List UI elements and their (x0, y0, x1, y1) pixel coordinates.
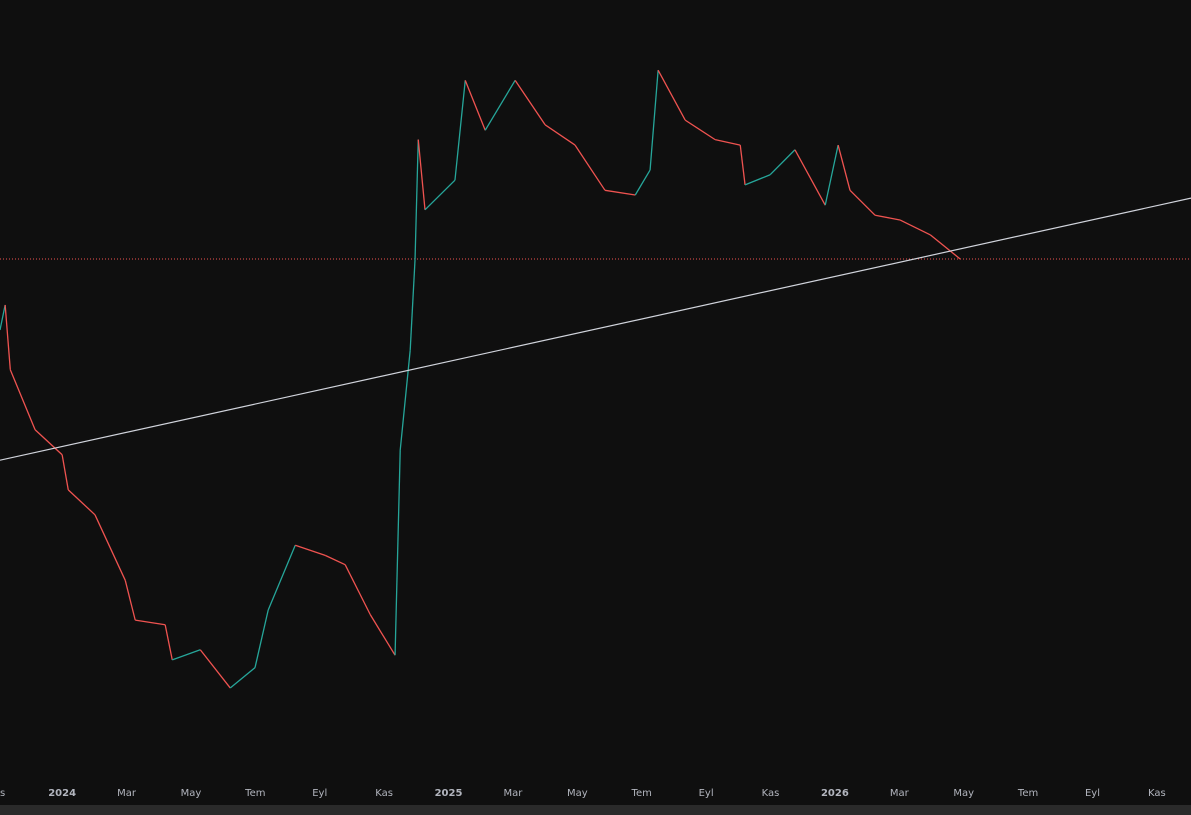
x-tick-label: Eyl (312, 788, 327, 799)
price-segment (4, 304, 11, 370)
price-segment (414, 139, 419, 260)
x-tick-label: Mar (503, 788, 523, 799)
price-segment (324, 554, 346, 566)
price-segment (714, 138, 741, 146)
price-segment (739, 145, 746, 185)
x-tick-label: 2026 (821, 788, 849, 799)
x-tick-label: Tem (1017, 788, 1038, 799)
price-segment (164, 624, 173, 661)
x-tick-label: Kas (1148, 788, 1166, 799)
trendline (0, 197, 1191, 461)
price-segment (94, 514, 126, 581)
price-segment (9, 369, 36, 431)
price-segment (267, 544, 296, 611)
price-segment (199, 649, 231, 689)
x-tick-label: Tem (244, 788, 265, 799)
price-segment (657, 69, 686, 121)
price-segment (824, 144, 839, 206)
price-segment (172, 649, 201, 661)
price-segment (769, 149, 796, 176)
price-segment (34, 429, 63, 456)
x-tick-label: Mar (117, 788, 137, 799)
price-segment (544, 124, 576, 146)
price-segment (929, 234, 961, 260)
x-tick-label: Eyl (1085, 788, 1100, 799)
price-segment (649, 70, 659, 171)
price-segment (0, 304, 6, 331)
price-segment (464, 80, 486, 131)
x-tick-label: Eyl (699, 788, 714, 799)
price-segment (369, 614, 396, 656)
x-tick-label: May (181, 788, 202, 799)
bottom-bar (0, 805, 1191, 815)
x-tick-label: 2024 (48, 788, 76, 799)
price-segment (344, 564, 371, 615)
x-tick-label: s (0, 788, 5, 799)
price-segment (899, 219, 931, 236)
price-segment (849, 189, 876, 216)
price-segment (837, 144, 851, 191)
price-segment (574, 144, 606, 191)
price-segment (61, 454, 69, 490)
price-segment (124, 580, 136, 621)
price-segment (484, 80, 516, 131)
x-tick-label: Tem (631, 788, 652, 799)
price-segment (634, 169, 651, 196)
price-segment (399, 350, 411, 451)
price-segment (417, 139, 426, 210)
price-segment (744, 174, 771, 186)
price-segment (514, 79, 546, 126)
price-segment (684, 119, 716, 141)
price-segment (229, 667, 256, 689)
x-tick-label: Mar (890, 788, 910, 799)
price-segment (394, 450, 401, 656)
price-segment (254, 609, 269, 668)
x-tick-label: May (953, 788, 974, 799)
price-segment (135, 619, 166, 626)
x-tick-label: May (567, 788, 588, 799)
x-tick-label: Kas (762, 788, 780, 799)
price-segment (794, 149, 826, 206)
price-segment (409, 259, 416, 351)
price-segment (454, 80, 466, 181)
price-segment (424, 179, 456, 211)
price-segment (67, 489, 96, 516)
price-segment (875, 214, 901, 221)
price-segment (295, 544, 326, 556)
x-tick-label: 2025 (435, 788, 463, 799)
price-segment (604, 189, 636, 196)
x-tick-label: Kas (375, 788, 393, 799)
